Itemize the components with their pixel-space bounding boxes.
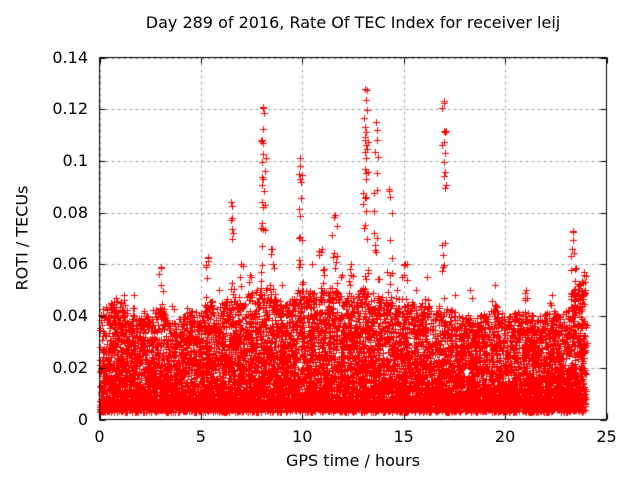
y-tick-label: 0.04 <box>52 306 88 326</box>
x-tick-label: 20 <box>494 427 516 446</box>
y-tick-label: 0.1 <box>62 150 88 170</box>
x-tick-label: 10 <box>292 427 313 446</box>
y-tick-label: 0.02 <box>52 357 88 377</box>
y-tick-label: 0 <box>77 409 88 429</box>
y-axis-label: ROTI / TECUs <box>12 185 32 291</box>
y-tick-label: 0.12 <box>52 99 88 119</box>
x-tick-label: 0 <box>94 427 105 446</box>
x-axis-label: GPS time / hours <box>286 451 420 470</box>
chart-title: Day 289 of 2016, Rate Of TEC Index for r… <box>145 13 561 32</box>
x-tick-label: 15 <box>393 427 414 446</box>
y-tick-label: 0.06 <box>52 254 88 274</box>
y-tick-label: 0.14 <box>52 47 88 67</box>
y-tick-label: 0.08 <box>52 202 88 222</box>
x-tick-label: 5 <box>195 427 206 446</box>
x-tick-label: 25 <box>596 427 617 446</box>
